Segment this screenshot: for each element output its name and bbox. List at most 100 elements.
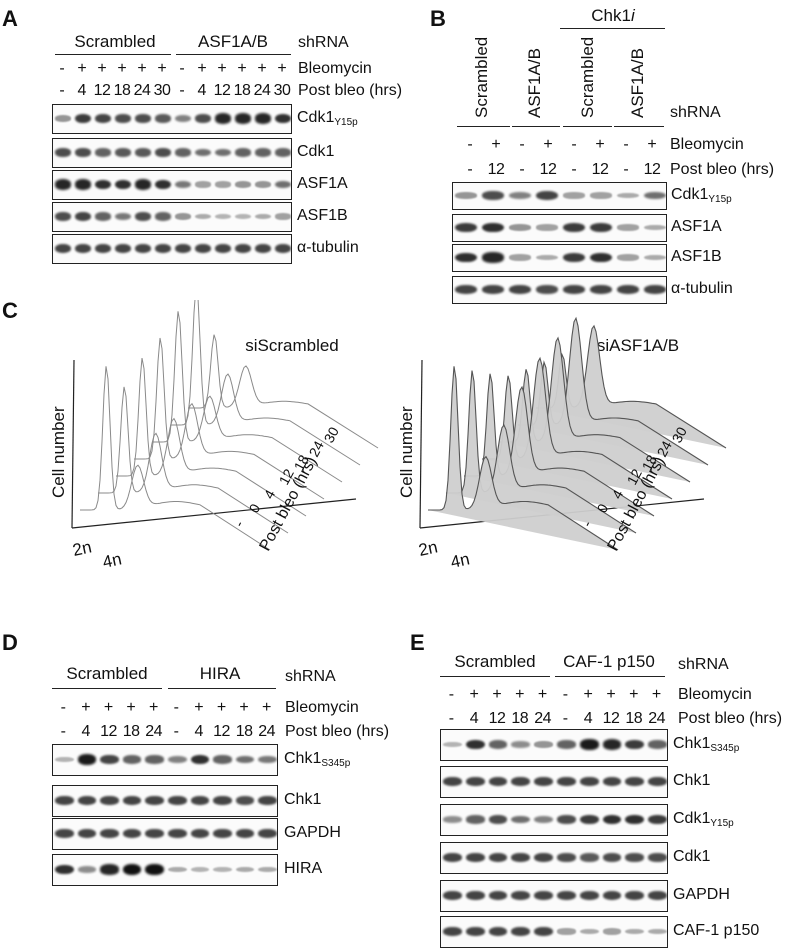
panel-d-blot-2-band-9 [235,796,255,805]
panel-d-blot-3-band-9 [235,828,255,839]
panel-e-bleo-mark-1: - [448,686,455,703]
panel-a-time-mark-3: 12 [93,82,111,99]
panel-e-blot-1-band-2 [465,739,485,750]
panel-b-group-4-line [614,126,664,127]
panel-b-blot-1-band-4 [536,190,559,201]
panel-e-time-mark-7: 4 [583,710,593,727]
panel-d-blot-4-band-2 [77,866,97,873]
panel-a-group-2-title: ASF1A/B [198,32,268,51]
panel-a-blot-2-band-5 [134,148,152,157]
panel-d-blot-1-band-2 [77,754,97,765]
panel-e-blot-6-band-9 [625,928,645,935]
panel-e-blot-5-band-8 [602,890,622,901]
panel-b-blot-2-band-1 [455,222,478,233]
panel-e-blot-6-band-8 [602,928,622,935]
panel-b-blot-4-band-6 [589,284,612,295]
panel-b-chk1-text: Chk1 [591,6,631,25]
panel-a-blot-4-name: ASF1B [297,207,348,224]
panel-a-blot-3-band-7 [174,180,192,189]
panel-a-shrna-label: shRNA [298,34,349,51]
panel-a-blot-2-band-10 [234,148,252,157]
panel-b-blot-1-label: Cdk1Y15p [671,186,732,209]
panel-d-blot-1-band-4 [122,755,142,764]
panel-a-time-mark-6: 30 [153,82,171,99]
panel-a-blot-2-band-2 [74,148,92,157]
panel-a-group-1-line [55,54,171,55]
panel-e-blot-3-band-10 [648,814,667,825]
panel-a-blot-4 [52,202,292,232]
panel-e-blot-5-band-6 [557,890,576,901]
panel-b-bleo-mark-1: - [467,136,473,153]
panel-b-group-2-title: ASF1A/B [525,48,544,118]
panel-e-blot-5-band-9 [625,890,645,901]
panel-b-time-mark-7: - [623,161,629,178]
panel-a-blot-4-band-5 [134,212,152,221]
panel-e-bleo-mark-4: + [515,686,525,703]
panel-e-blot-4-name: Cdk1 [673,848,711,865]
panel-a-blot-1-band-8 [194,114,212,123]
panel-b-blot-3-band-1 [455,252,478,263]
panel-e-blot-5-band-3 [488,890,508,901]
panel-d-bleo-mark-8: + [216,699,227,716]
panel-e-blot-3-subscript: Y15p [710,818,734,829]
panel-e-time-mark-5: 24 [534,710,551,727]
panel-d-time-mark-7: 4 [194,723,204,740]
panel-e-bleo-label: Bleomycin [678,686,752,703]
panel-a-label: A [2,6,18,31]
panel-e-blot-1-band-1 [443,741,462,748]
panel-a-blot-2-band-12 [274,148,291,157]
panel-e-blot-6-band-7 [579,928,599,935]
panel-e-blot-2-band-7 [579,776,599,787]
panel-d-blot-2-band-4 [122,795,142,806]
panel-c-right-depth-tick-1: - [579,517,595,529]
panel-d-bleo-mark-10: + [262,699,272,716]
panel-e-blot-3-name: Cdk1 [673,810,711,827]
panel-b-label: B [430,6,446,31]
panel-e-blot-1-band-3 [488,740,508,749]
panel-d-blot-1-band-7 [190,754,210,765]
panel-d-blot-4-label: HIRA [284,860,322,878]
panel-b-group-4-title: ASF1A/B [628,48,647,118]
panel-d-blot-1-subscript: S345p [321,758,351,769]
panel-a-blot-4-band-12 [274,213,291,220]
panel-d-time-mark-8: 12 [213,723,230,740]
panel-b-time-mark-5: - [571,161,577,178]
panel-b-bleo-mark-2: + [491,136,501,153]
panel-e-blot-3-band-9 [625,814,645,825]
panel-d-blot-2-label: Chk1 [284,791,321,809]
panel-d-blot-3-name: GAPDH [284,824,341,841]
panel-e-bleo-mark-3: + [492,686,502,703]
panel-a-group-2-line [176,54,291,55]
panel-d-bleo-label: Bleomycin [285,699,359,716]
panel-b-blot-2-band-7 [616,224,639,231]
panel-d-blot-1-band-8 [213,755,232,764]
panel-e-blot-6-band-10 [648,928,667,935]
panel-c-left-trace-4 [134,337,325,500]
panel-a-bleo-mark-7: - [179,60,185,77]
panel-e-blot-5-label: GAPDH [673,886,730,904]
panel-d-blot-1-name: Chk1 [284,750,322,767]
panel-d-blot-4-band-5 [145,864,164,875]
panel-e-blot-2 [440,766,668,798]
panel-e-blot-5-band-7 [579,890,599,901]
panel-e-blot-4 [440,842,668,874]
panel-b-bleo-mark-4: + [543,136,553,153]
panel-a-blot-2-band-11 [254,148,272,157]
panel-d-bleo-mark-4: + [126,699,136,716]
panel-b-blot-3-band-2 [482,252,505,263]
panel-b-blot-2 [452,214,667,242]
panel-d-bleo-mark-6: - [173,699,179,716]
panel-d-blot-1-band-1 [55,756,74,763]
panel-d-blot-4-band-10 [258,866,277,873]
panel-a-blot-2-band-1 [54,148,72,157]
panel-b-blot-2-band-3 [509,224,532,231]
panel-b-blot-4-name: α-tubulin [671,280,733,297]
panel-d-blot-4 [52,854,278,886]
panel-a-blot-1-band-6 [154,114,172,123]
panel-e-group-2-line [555,676,665,677]
panel-e-blot-2-band-5 [534,776,553,787]
panel-a-blot-4-band-2 [74,211,92,222]
panel-a-bleo-mark-1: - [59,60,65,77]
panel-c-right-depth-tick-7: 30 [669,424,691,445]
panel-a-bleo-mark-2: + [77,60,87,77]
